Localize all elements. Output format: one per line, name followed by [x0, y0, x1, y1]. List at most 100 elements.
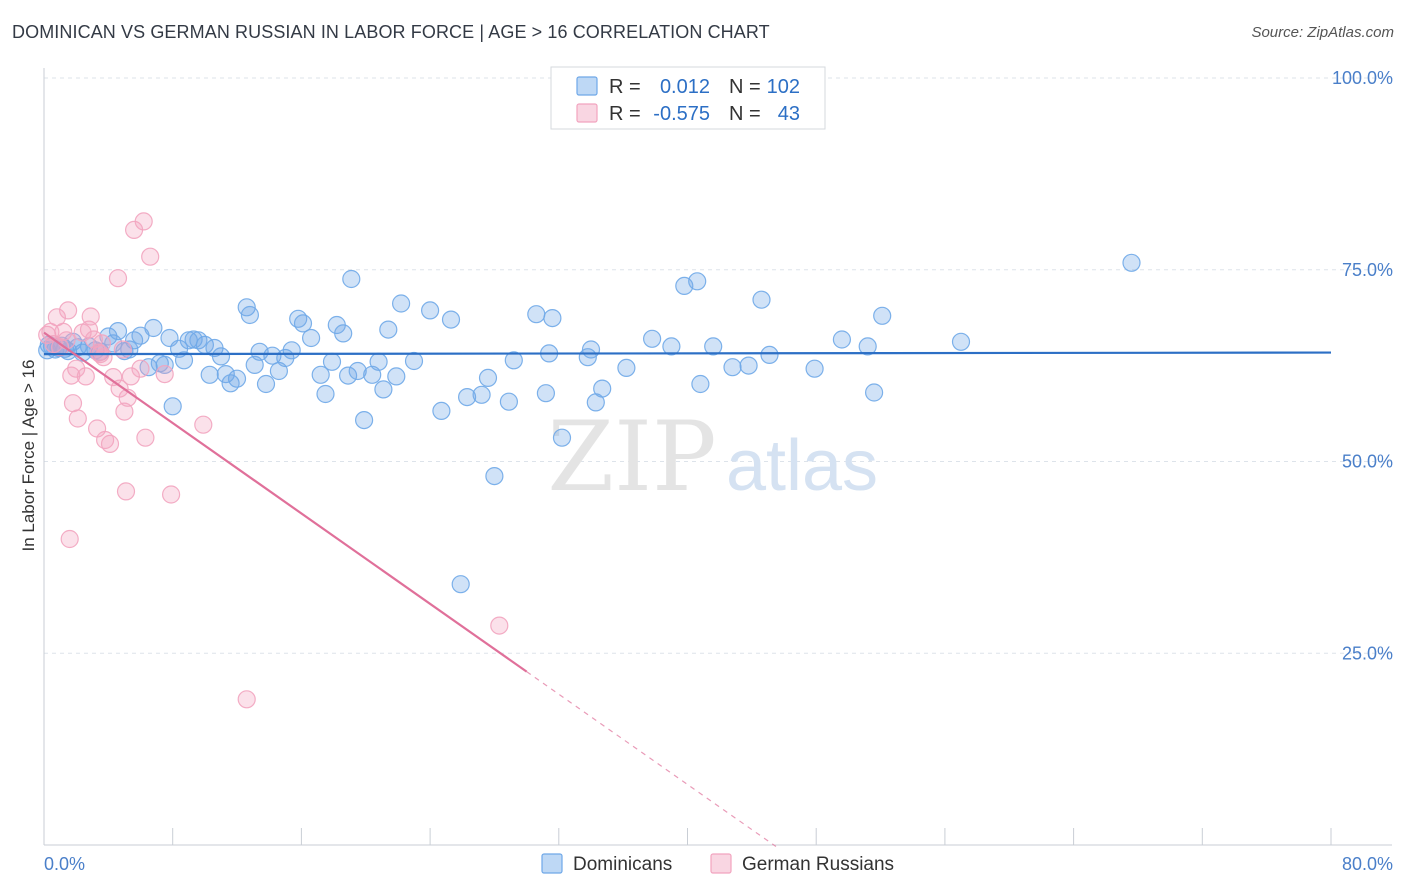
legend-swatch-dominicans [576, 76, 598, 96]
point-dominicans [458, 388, 477, 407]
point-german-russians [116, 482, 136, 501]
watermark: ZIP atlas [547, 401, 878, 513]
point-german-russians [162, 485, 181, 504]
point-dominicans [432, 401, 451, 420]
point-german-russians [113, 340, 132, 359]
point-dominicans [617, 358, 636, 377]
point-german-russians [155, 365, 174, 384]
point-dominicans [723, 358, 742, 377]
series-legend-swatch-german-russians [710, 853, 732, 874]
legend-n-label-1: N = [729, 103, 761, 125]
point-german-russians [67, 359, 86, 378]
point-dominicans [805, 359, 824, 378]
point-dominicans [302, 328, 321, 348]
point-dominicans [832, 330, 852, 349]
legend-r-value-1: -0.575 [653, 103, 710, 125]
point-german-russians [63, 394, 83, 413]
point-german-russians [131, 359, 150, 378]
point-dominicans [552, 428, 572, 447]
y-tick-label: 100.0% [1332, 68, 1393, 88]
axes [43, 68, 1392, 846]
point-dominicans [334, 324, 353, 343]
point-dominicans [355, 411, 374, 430]
legend-n-value-0: 102 [767, 76, 800, 98]
point-dominicans [593, 379, 612, 398]
y-tick-label: 25.0% [1342, 643, 1393, 663]
point-dominicans [293, 314, 313, 333]
point-dominicans [691, 374, 710, 394]
source-label: Source: ZipAtlas.com [1251, 24, 1394, 41]
point-german-russians [115, 402, 134, 421]
trend-lines [43, 331, 1332, 848]
point-german-russians [194, 415, 213, 434]
point-dominicans [200, 365, 219, 384]
legend-n-label-0: N = [729, 76, 761, 98]
point-german-russians [68, 409, 87, 428]
y-axis-title: In Labor Force | Age > 16 [19, 359, 38, 551]
point-dominicans [760, 345, 779, 364]
point-german-russians [104, 368, 123, 387]
series-legend-label-german-russians: German Russians [742, 854, 894, 875]
point-german-russians [89, 343, 108, 362]
point-dominicans [348, 361, 367, 381]
series-legend-swatch-dominicans [541, 853, 563, 874]
point-dominicans [221, 374, 240, 393]
point-dominicans [421, 301, 440, 320]
point-dominicans [108, 322, 128, 341]
point-dominicans [387, 367, 406, 386]
point-dominicans [144, 318, 163, 338]
x-tick-label-min: 0.0% [44, 854, 85, 874]
correlation-legend: R = 0.012 N = 102 R = -0.575 N = 43 [550, 66, 826, 130]
watermark-zip: ZIP [547, 401, 716, 513]
point-dominicans [739, 356, 758, 375]
point-dominicans [216, 365, 235, 384]
point-dominicans [472, 385, 491, 404]
point-dominicans [316, 384, 335, 404]
legend-n-value-1: 43 [778, 103, 800, 125]
y-tick-label: 50.0% [1342, 452, 1393, 472]
point-german-russians [57, 331, 76, 350]
point-dominicans [374, 380, 393, 399]
point-german-russians [134, 212, 153, 231]
point-dominicans [240, 305, 259, 325]
point-dominicans [256, 374, 276, 394]
point-dominicans [951, 332, 971, 351]
point-dominicans [155, 355, 174, 374]
point-dominicans [581, 340, 601, 359]
series-legend-label-dominicans: Dominicans [573, 854, 672, 875]
point-german-russians [58, 301, 78, 320]
point-dominicans [688, 272, 707, 291]
legend-r-label-1: R = [609, 103, 641, 125]
point-dominicans [311, 365, 330, 384]
point-german-russians [237, 690, 256, 709]
point-dominicans [174, 351, 194, 370]
point-dominicans [499, 392, 518, 411]
watermark-atlas: atlas [726, 426, 878, 506]
point-german-russians [60, 529, 79, 549]
point-dominicans [873, 306, 892, 325]
legend-r-label-0: R = [609, 76, 641, 98]
x-tick-labels: 0.0% 80.0% [44, 854, 1393, 874]
point-german-russians [490, 616, 509, 635]
point-dominicans [227, 369, 247, 388]
point-dominicans [282, 341, 301, 360]
point-german-russians [141, 247, 160, 266]
legend-r-value-0: 0.012 [660, 76, 710, 98]
point-german-russians [136, 428, 155, 447]
point-dominicans [163, 397, 182, 416]
point-german-russians [100, 434, 120, 453]
point-dominicans [662, 337, 681, 356]
point-dominicans [527, 305, 546, 324]
point-dominicans [1122, 253, 1141, 272]
point-dominicans [339, 366, 358, 385]
point-dominicans [864, 383, 884, 402]
point-dominicans [704, 337, 723, 356]
point-dominicans [504, 351, 523, 370]
point-dominicans [404, 351, 424, 371]
point-dominicans [369, 352, 388, 371]
point-dominicans [478, 368, 498, 387]
point-dominicans [322, 352, 342, 371]
trend-line-german-russians [43, 331, 528, 673]
point-dominicans [379, 320, 398, 339]
